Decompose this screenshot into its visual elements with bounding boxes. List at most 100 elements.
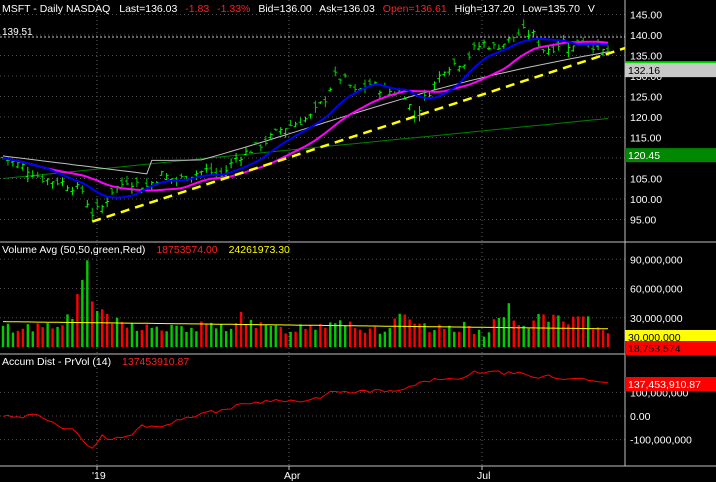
price-bar bbox=[283, 128, 288, 138]
volume-bar bbox=[388, 328, 392, 347]
price-bar bbox=[278, 127, 283, 135]
price-bar bbox=[571, 45, 576, 52]
price-bar bbox=[204, 163, 209, 173]
volume-bar bbox=[165, 331, 168, 347]
price-bar bbox=[402, 96, 407, 100]
price-bar bbox=[80, 185, 85, 194]
price-marker-slow-label: 132.16 bbox=[628, 65, 660, 77]
volume-bar bbox=[487, 332, 491, 347]
volume-bar bbox=[408, 319, 411, 347]
price-bar bbox=[447, 66, 452, 76]
volume-bar bbox=[582, 316, 585, 347]
trendline[interactable] bbox=[91, 46, 626, 223]
price-bar bbox=[25, 166, 30, 183]
volume-bar bbox=[492, 319, 496, 347]
chart-grid bbox=[0, 0, 716, 467]
price-bar bbox=[546, 46, 551, 55]
volume-bar bbox=[567, 324, 570, 347]
x-tick-label: '19 bbox=[92, 470, 106, 482]
ma-fast-path bbox=[2, 37, 609, 199]
volume-tick-label: 90,000,000 bbox=[630, 254, 683, 266]
volume-bar bbox=[6, 323, 10, 347]
volume-bar bbox=[423, 323, 426, 347]
price-bar bbox=[40, 174, 45, 183]
volume-bar bbox=[572, 316, 575, 347]
price-bar bbox=[328, 87, 333, 92]
open-value: Open=136.61 bbox=[383, 3, 447, 15]
volume-bar bbox=[453, 331, 456, 347]
change-value: -1.83 bbox=[185, 3, 209, 15]
y-axis-ticks: 145.00140.00135.00130.00125.00120.00115.… bbox=[630, 9, 692, 446]
high-value: High=137.20 bbox=[455, 3, 515, 15]
volume-bar bbox=[577, 316, 580, 347]
price-bar bbox=[511, 36, 516, 43]
volume-bar bbox=[125, 327, 129, 347]
volume-bar bbox=[512, 320, 515, 347]
volume-bar bbox=[205, 324, 208, 347]
last-value: Last=136.03 bbox=[119, 3, 177, 15]
price-bar bbox=[343, 72, 348, 78]
accum-panel-title: Accum Dist - PrVol (14) 137453910.87 bbox=[2, 356, 189, 368]
volume-bar bbox=[502, 317, 506, 347]
ma-slow-line bbox=[2, 51, 609, 175]
price-bar bbox=[90, 207, 95, 221]
volume-bar bbox=[438, 324, 441, 347]
price-bar bbox=[35, 171, 40, 178]
volume-bar bbox=[81, 279, 84, 347]
volume-bar bbox=[170, 324, 173, 347]
price-bar bbox=[60, 177, 65, 187]
ma-long-line bbox=[2, 118, 609, 179]
accum-tick-label: 0.00 bbox=[630, 411, 651, 423]
price-bar bbox=[65, 185, 70, 192]
price-bar bbox=[293, 121, 298, 128]
volume-bar bbox=[61, 325, 64, 347]
price-bar bbox=[313, 100, 318, 113]
price-tick-label: 95.00 bbox=[630, 214, 656, 226]
price-marker-long-label: 120.45 bbox=[628, 150, 660, 162]
volume-bar bbox=[443, 328, 446, 347]
volume-bar bbox=[150, 327, 153, 347]
volume-panel[interactable] bbox=[1, 260, 610, 347]
price-bar bbox=[348, 84, 353, 88]
volume-bar bbox=[244, 324, 248, 347]
accum-dist-panel[interactable] bbox=[2, 370, 609, 449]
ask-value: Ask=136.03 bbox=[319, 3, 375, 15]
volume-bar bbox=[96, 310, 99, 347]
change-pct-value: -1.33% bbox=[217, 3, 250, 15]
volume-bar bbox=[259, 322, 263, 347]
price-bar bbox=[303, 116, 308, 123]
volume-bar bbox=[467, 326, 471, 347]
price-bar bbox=[516, 28, 521, 36]
price-bar bbox=[482, 39, 487, 48]
price-bar bbox=[263, 135, 268, 146]
x-tick-label: Jul bbox=[477, 470, 490, 482]
volume-bar bbox=[91, 301, 94, 347]
price-bar bbox=[566, 43, 571, 58]
volume-bar bbox=[462, 321, 466, 347]
price-marker-slow-box bbox=[625, 63, 716, 78]
volume-bar bbox=[339, 320, 342, 347]
volume-bar bbox=[606, 333, 610, 347]
volume-bar bbox=[155, 326, 158, 347]
volume-bar bbox=[56, 326, 59, 347]
volume-bar bbox=[289, 331, 292, 347]
price-panel[interactable]: 139.51 bbox=[0, 19, 626, 223]
volume-bar bbox=[145, 324, 149, 347]
volume-bar bbox=[586, 316, 590, 347]
volume-avg-path bbox=[2, 321, 609, 330]
volume-bar bbox=[517, 325, 520, 347]
price-tick-label: 125.00 bbox=[630, 91, 662, 103]
price-tick-label: 105.00 bbox=[630, 173, 662, 185]
price-bar bbox=[477, 42, 482, 51]
volume-marker-last: 18,753,574 bbox=[625, 341, 716, 355]
price-bar bbox=[442, 71, 447, 77]
price-bar bbox=[526, 29, 531, 41]
price-tick-label: 135.00 bbox=[630, 50, 662, 62]
accum-marker-last-box bbox=[625, 377, 716, 391]
price-bar bbox=[377, 90, 382, 100]
volume-bar bbox=[309, 325, 312, 347]
volume-tick-label: 30,000,000 bbox=[630, 313, 683, 325]
accum-marker-last: 137,453,910.87 bbox=[625, 377, 716, 391]
volume-panel-title: Volume Avg (50,50,green,Red) 18753574.00… bbox=[2, 244, 290, 256]
volume-bar bbox=[51, 328, 54, 347]
